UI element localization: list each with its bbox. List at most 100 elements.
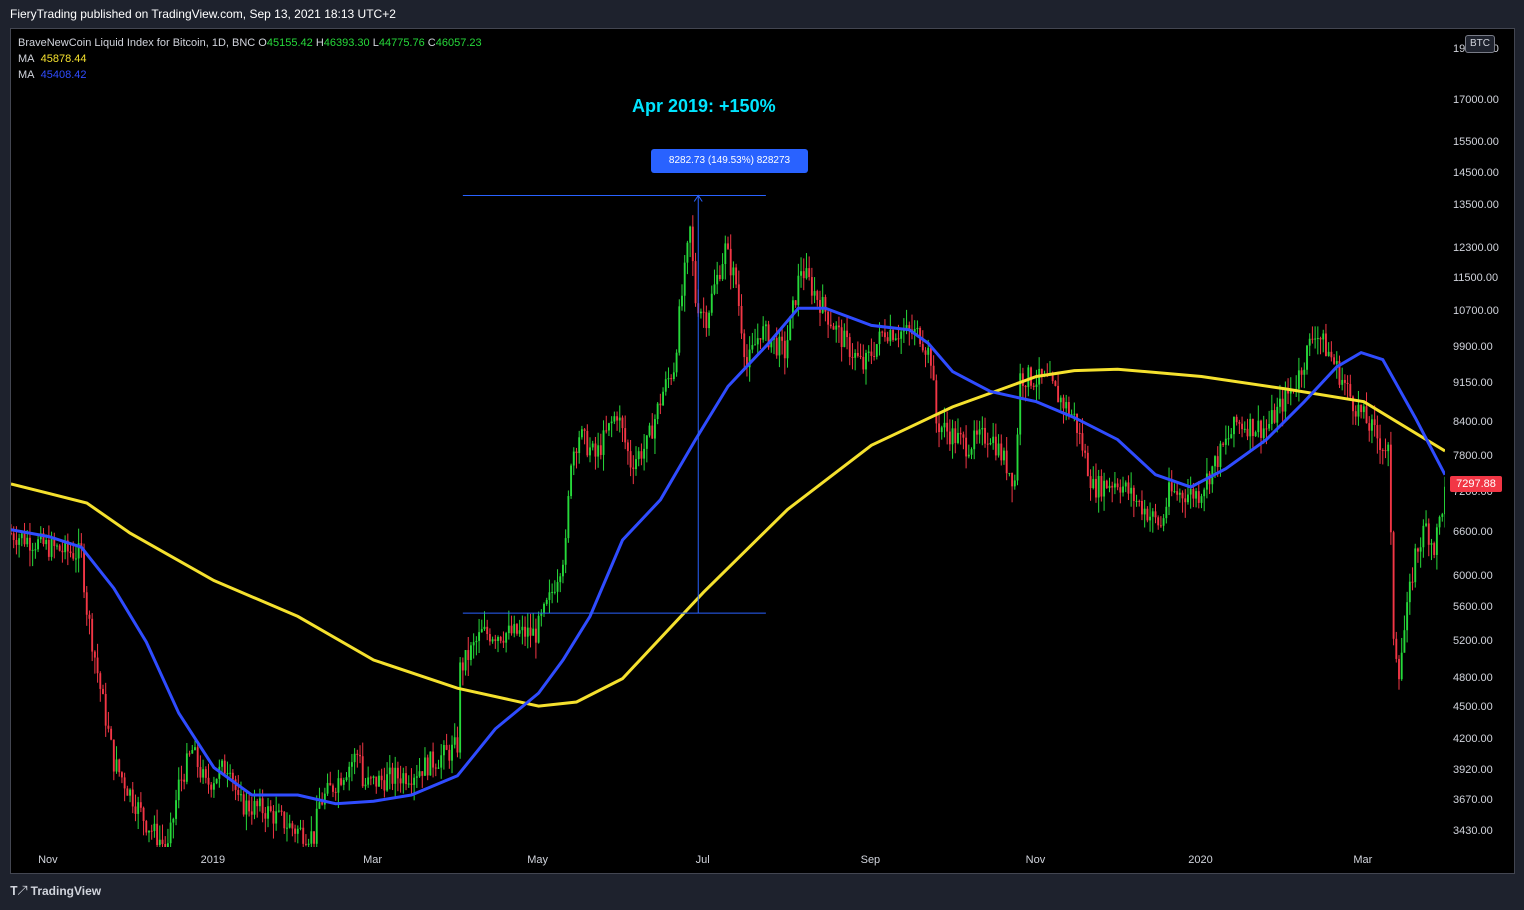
candle-body	[299, 827, 302, 829]
candle-body	[45, 539, 48, 545]
candle-body	[616, 416, 619, 421]
candle-body	[199, 767, 202, 778]
candle-body	[424, 757, 426, 776]
candle-body	[1330, 351, 1333, 358]
candle-body	[1027, 367, 1030, 388]
candle-body	[854, 352, 857, 358]
candle-body	[1146, 508, 1149, 521]
candle-body	[1316, 338, 1319, 340]
candle-body	[1371, 419, 1373, 431]
candle-body	[1062, 397, 1065, 409]
candle-body	[1135, 500, 1138, 502]
price-axis[interactable]: 19000.0017000.0015500.0014500.0013500.00…	[1444, 28, 1515, 846]
currency-button[interactable]: BTC	[1465, 35, 1495, 53]
candle-body	[129, 789, 131, 796]
candle-body	[605, 430, 608, 432]
candle-body	[540, 613, 543, 616]
candle-body	[986, 443, 989, 445]
candle-body	[1195, 491, 1198, 499]
candle-body	[1235, 416, 1238, 423]
candle-body	[1132, 487, 1135, 502]
candle-body	[237, 789, 240, 795]
candle-body	[710, 293, 713, 313]
candle-body	[456, 737, 459, 753]
candle-body	[332, 785, 334, 792]
candle-body	[494, 639, 497, 641]
candle-body	[185, 753, 188, 782]
candle-body	[1138, 500, 1141, 502]
candle-body	[1438, 516, 1441, 528]
candle-body	[946, 422, 949, 432]
candle-body	[1035, 384, 1038, 388]
candle-body	[1008, 473, 1011, 475]
candle-body	[12, 533, 15, 541]
candle-body	[729, 248, 732, 276]
candle-body	[1260, 420, 1262, 438]
price-tick-label: 4200.00	[1453, 732, 1493, 745]
candle-body	[635, 459, 637, 470]
candle-body	[1257, 420, 1260, 433]
annotation-title[interactable]: Apr 2019: +150%	[632, 96, 776, 116]
candle-body	[1021, 373, 1024, 386]
candle-body	[142, 807, 145, 822]
candle-body	[1184, 498, 1187, 503]
candle-body	[107, 725, 110, 729]
candle-body	[870, 351, 873, 356]
legend: BraveNewCoin Liquid Index for Bitcoin, 1…	[18, 35, 482, 83]
candle-body	[483, 626, 486, 630]
candle-body	[1103, 480, 1106, 497]
candle-body	[626, 442, 629, 452]
footer-brand[interactable]: 𝐓↗ TradingView	[10, 884, 101, 899]
candle-body	[323, 793, 326, 805]
candle-body	[15, 540, 18, 545]
price-tick-label: 5200.00	[1453, 635, 1493, 648]
legend-ma1-row[interactable]: MA 45878.44	[18, 51, 482, 67]
candle-body	[245, 800, 248, 815]
candle-body	[900, 331, 903, 339]
candle-body	[1051, 374, 1054, 382]
candle-body	[415, 776, 418, 778]
legend-ma1-value: 45878.44	[40, 53, 87, 65]
candle-body	[453, 737, 456, 745]
candle-body	[1200, 496, 1203, 503]
candle-body	[156, 823, 159, 846]
price-pane[interactable]	[11, 29, 1445, 847]
candle-body	[1095, 478, 1097, 498]
measure-label[interactable]: 8282.73 (149.53%) 828273	[651, 149, 808, 173]
candle-body	[1444, 486, 1445, 515]
candle-body	[11, 533, 12, 535]
candle-body	[405, 773, 407, 785]
candle-body	[808, 268, 811, 278]
candle-body	[878, 331, 881, 345]
candle-body	[66, 540, 69, 552]
candle-body	[724, 243, 727, 265]
candle-body	[1306, 345, 1308, 370]
candle-body	[83, 548, 85, 593]
candle-body	[475, 640, 478, 643]
candle-body	[954, 428, 957, 443]
candle-body	[231, 772, 234, 780]
candle-body	[894, 338, 897, 340]
candle-body	[637, 451, 640, 460]
candle-body	[659, 403, 662, 406]
candle-body	[559, 576, 562, 583]
candle-body	[764, 324, 767, 327]
candle-body	[553, 591, 556, 593]
candle-body	[1308, 338, 1311, 346]
candle-body	[1100, 476, 1103, 497]
legend-ma2-row[interactable]: MA 45408.42	[18, 67, 482, 83]
candle-body	[1373, 419, 1376, 426]
candle-body	[686, 242, 689, 263]
footer-logo-text: TradingView	[30, 884, 102, 898]
time-axis[interactable]: Nov 2019 Mar May Jul Sep Nov 2020 Mar	[10, 846, 1444, 874]
candle-body	[800, 271, 802, 276]
candle-body	[727, 243, 729, 249]
candle-body	[194, 747, 196, 750]
candle-body	[599, 445, 602, 455]
candle-body	[288, 823, 291, 828]
candle-body	[740, 306, 743, 334]
candle-body	[621, 417, 624, 429]
candle-body	[691, 226, 694, 262]
candle-body	[88, 614, 91, 619]
candle-body	[421, 771, 424, 776]
